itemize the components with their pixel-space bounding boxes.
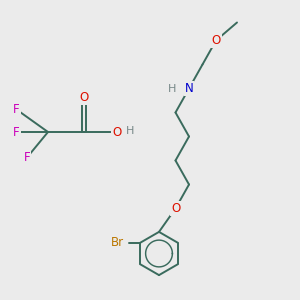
Text: H: H bbox=[168, 83, 177, 94]
Text: F: F bbox=[24, 151, 30, 164]
Text: O: O bbox=[212, 34, 220, 47]
Text: F: F bbox=[13, 125, 20, 139]
Text: H: H bbox=[126, 126, 135, 136]
Text: N: N bbox=[184, 82, 194, 95]
Text: O: O bbox=[171, 202, 180, 215]
Text: F: F bbox=[13, 103, 20, 116]
Text: O: O bbox=[80, 91, 88, 104]
Text: Br: Br bbox=[111, 236, 124, 249]
Text: O: O bbox=[112, 125, 122, 139]
